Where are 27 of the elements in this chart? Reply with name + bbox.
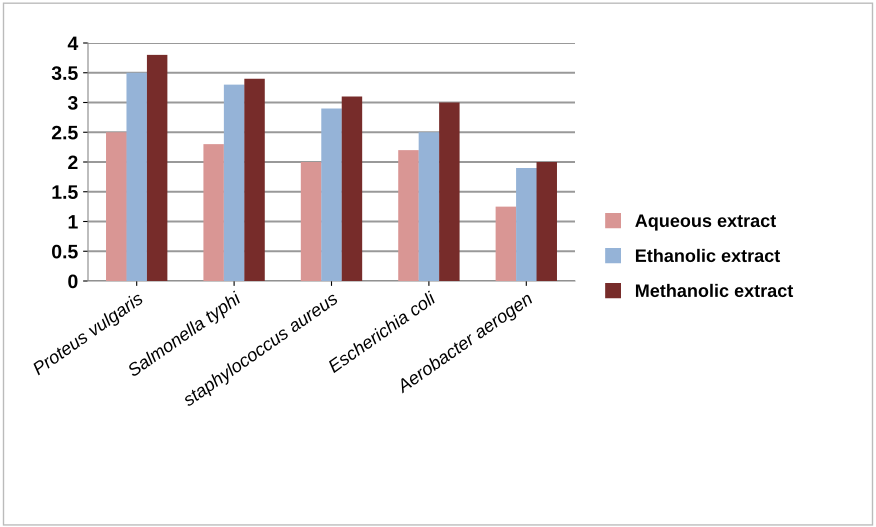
bar (418, 132, 440, 281)
bar (321, 108, 342, 281)
bar (203, 144, 224, 281)
y-tick-label: 1 (68, 215, 78, 229)
bar (439, 102, 460, 281)
legend-label: Aqueous extract (635, 214, 776, 231)
y-tick-label: 2.5 (52, 126, 78, 140)
bar (496, 206, 516, 281)
legend-label: Methanolic extract (636, 284, 794, 298)
y-tick-label: 2 (68, 155, 78, 170)
bar (300, 162, 322, 281)
bar (126, 72, 147, 281)
y-tick-label: 3 (68, 96, 78, 110)
bar (342, 96, 362, 281)
y-tick-label: 3.5 (52, 66, 78, 80)
bar (146, 54, 168, 281)
bar (224, 84, 244, 281)
legend-label: Ethanolic extract (636, 248, 780, 262)
bar (106, 132, 126, 281)
bar (244, 78, 265, 281)
bar (536, 162, 557, 281)
bar (398, 150, 419, 281)
y-tick-label: 4 (68, 36, 78, 50)
y-tick-label: 0.5 (52, 244, 78, 258)
bar (516, 168, 537, 281)
y-tick-label: 1.5 (52, 185, 78, 199)
y-tick-label: 0 (68, 274, 78, 288)
